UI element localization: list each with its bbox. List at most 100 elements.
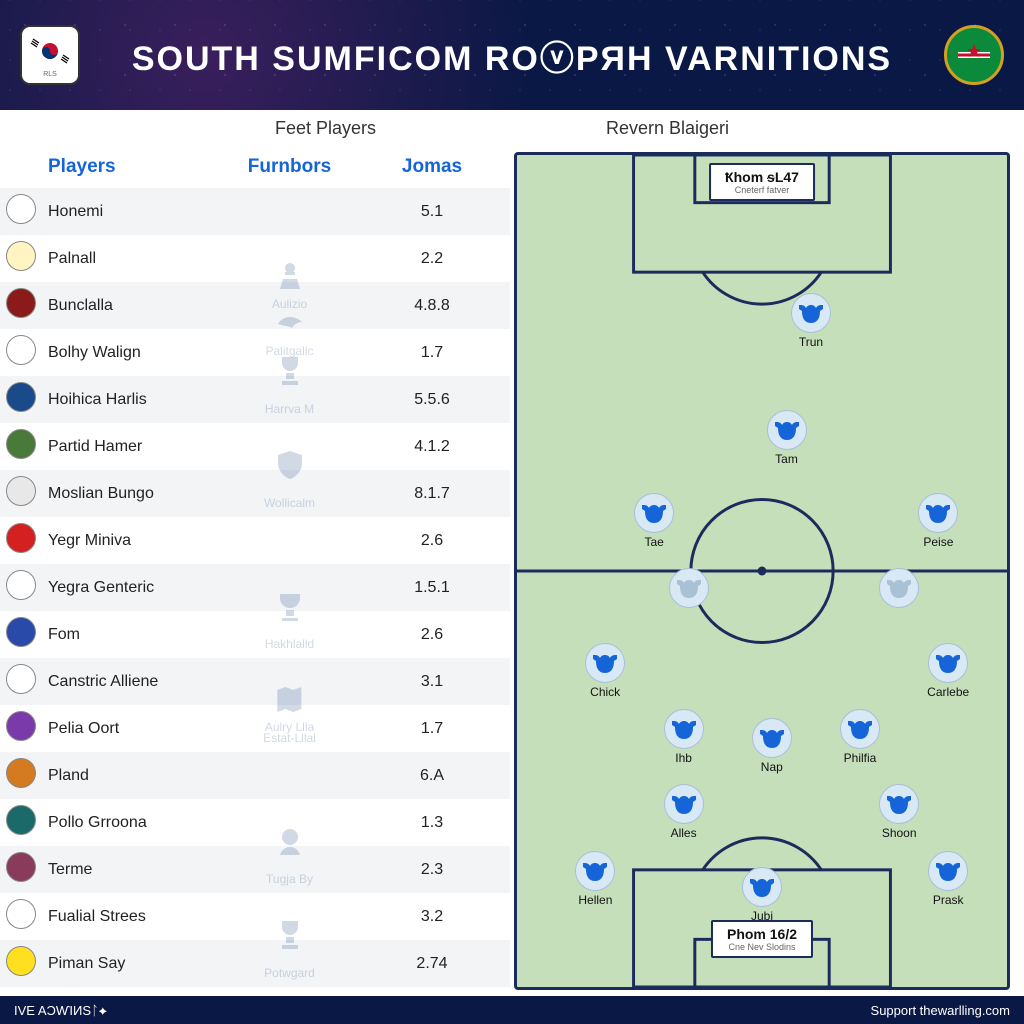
player-icon (634, 493, 674, 533)
player-name: Honemi (42, 203, 207, 221)
table-row[interactable]: Partid Hamer 4.1.2 (0, 423, 510, 470)
player-icon (879, 568, 919, 608)
pitch-player-label: Nap (761, 760, 783, 774)
pitch-player[interactable] (879, 568, 919, 608)
table-row[interactable]: Pelia OortEstat-Lllal1.7 (0, 705, 510, 752)
player-name: Pland (42, 767, 207, 785)
player-icon (669, 568, 709, 608)
footer-left: IVE AƆⱲIИSᛚ✦ (14, 1003, 107, 1018)
jomas-value: 2.6 (372, 626, 492, 644)
table-row[interactable]: Pollo Grroona1.3 (0, 799, 510, 846)
pitch: Trun Tam Tae Peise Chick Carlebe Ihb Nap Philfia… (514, 152, 1010, 990)
jomas-value: 4.1.2 (372, 438, 492, 456)
formation-top: Ҟhom ᵴL47Cneterf fatver (709, 163, 815, 201)
player-icon (879, 784, 919, 824)
table-row[interactable]: Pland6.A (0, 752, 510, 799)
jomas-value: 3.1 (372, 673, 492, 691)
formation-bottom: Phom 16/2Cne Nev Slodins (711, 920, 813, 958)
table-row[interactable]: Hoihica HarlisHarrva M5.5.6 (0, 376, 510, 423)
players-table: Players Furnbors Jomas Honemi5.1PalnallA… (0, 146, 510, 996)
player-name: Pelia Oort (42, 720, 207, 738)
jomas-value: 2.6 (372, 532, 492, 550)
player-icon (928, 643, 968, 683)
pitch-player-label: Trun (799, 335, 823, 349)
jomas-value: 1.7 (372, 720, 492, 738)
table-row[interactable]: Canstric AllieneAulry Llla3.1 (0, 658, 510, 705)
pitch-player[interactable]: Alles (664, 784, 704, 840)
pitch-player[interactable]: Philfia (840, 709, 880, 765)
pitch-player[interactable]: Prask (928, 851, 968, 907)
jomas-value: 3.2 (372, 908, 492, 926)
pitch-player[interactable]: Tae (634, 493, 674, 549)
player-name: Fom (42, 626, 207, 644)
table-row[interactable]: PalnallAulizio2.2 (0, 235, 510, 282)
table-row[interactable]: Bolhy Walign1.7 (0, 329, 510, 376)
sub-header: Feet Players Revern Blaigeri (0, 110, 1024, 146)
club-icon (6, 899, 36, 929)
table-row[interactable]: Fualial Strees 3.2 (0, 893, 510, 940)
flag-left: RLS (20, 25, 80, 85)
club-icon (6, 852, 36, 882)
player-name: Pollo Grroona (42, 814, 207, 832)
pitch-player[interactable]: Nap (752, 718, 792, 774)
player-name: Piman Say (42, 955, 207, 973)
table-row[interactable]: Piman SayPotwgard2.74 (0, 940, 510, 987)
page-title: SOUTH SUMFICOM ROⓥPЯH VARNITIONS (132, 31, 892, 80)
table-row[interactable]: Yegra Genteric1.5.1 (0, 564, 510, 611)
pitch-player[interactable] (669, 568, 709, 608)
club-icon (6, 429, 36, 459)
club-icon (6, 241, 36, 271)
pitch-player[interactable]: Trun (791, 293, 831, 349)
jomas-value: 2.3 (372, 861, 492, 879)
pitch-player[interactable]: Tam (767, 410, 807, 466)
player-icon (918, 493, 958, 533)
pitch-player[interactable]: Ihb (664, 709, 704, 765)
player-icon (791, 293, 831, 333)
pitch-player[interactable]: Chick (585, 643, 625, 699)
club-icon (6, 288, 36, 318)
player-name: Terme (42, 861, 207, 879)
pitch-player-label: Prask (933, 893, 964, 907)
player-icon (840, 709, 880, 749)
club-icon (6, 523, 36, 553)
pitch-player[interactable]: Hellen (575, 851, 615, 907)
formation-sub: Cneterf fatver (725, 185, 799, 195)
green-flag-icon (954, 35, 994, 75)
player-name: Moslian Bungo (42, 485, 207, 503)
footer: IVE AƆⱲIИSᛚ✦ Support thewarlling.com (0, 996, 1024, 1024)
player-name: Partid Hamer (42, 438, 207, 456)
pitch-player-label: Peise (923, 535, 953, 549)
pitch-player[interactable]: Peise (918, 493, 958, 549)
table-row[interactable]: Honemi5.1 (0, 188, 510, 235)
table-row[interactable]: TermeTugja By2.3 (0, 846, 510, 893)
pitch-player[interactable]: Jubi (742, 867, 782, 923)
club-icon (6, 664, 36, 694)
jomas-value: 1.7 (372, 344, 492, 362)
body: Players Furnbors Jomas Honemi5.1PalnallA… (0, 146, 1024, 996)
player-icon (928, 851, 968, 891)
korea-flag-icon (27, 33, 73, 69)
player-name: Bunclalla (42, 297, 207, 315)
player-icon (742, 867, 782, 907)
club-icon (6, 382, 36, 412)
formation-title: Phom 16/2 (727, 926, 797, 942)
table-row[interactable]: Moslian BungoWollicalm8.1.7 (0, 470, 510, 517)
pitch-player[interactable]: Carlebe (927, 643, 969, 699)
player-name: Yegr Miniva (42, 532, 207, 550)
flag-left-caption: RLS (43, 71, 57, 78)
sub-header-right: Revern Blaigeri (606, 118, 729, 139)
table-row[interactable]: Yegr Miniva 2.6 (0, 517, 510, 564)
table-row[interactable]: FomHakhlalld2.6 (0, 611, 510, 658)
player-icon (664, 709, 704, 749)
club-icon (6, 617, 36, 647)
player-name: Yegra Genteric (42, 579, 207, 597)
pitch-player[interactable]: Shoon (879, 784, 919, 840)
club-icon (6, 194, 36, 224)
player-name: Canstric Alliene (42, 673, 207, 691)
player-name: Fualial Strees (42, 908, 207, 926)
club-icon (6, 758, 36, 788)
table-row[interactable]: BunclallaPalitgalic4.8.8 (0, 282, 510, 329)
club-icon (6, 946, 36, 976)
pitch-player-label: Shoon (882, 826, 917, 840)
pitch-player-label: Ihb (675, 751, 692, 765)
